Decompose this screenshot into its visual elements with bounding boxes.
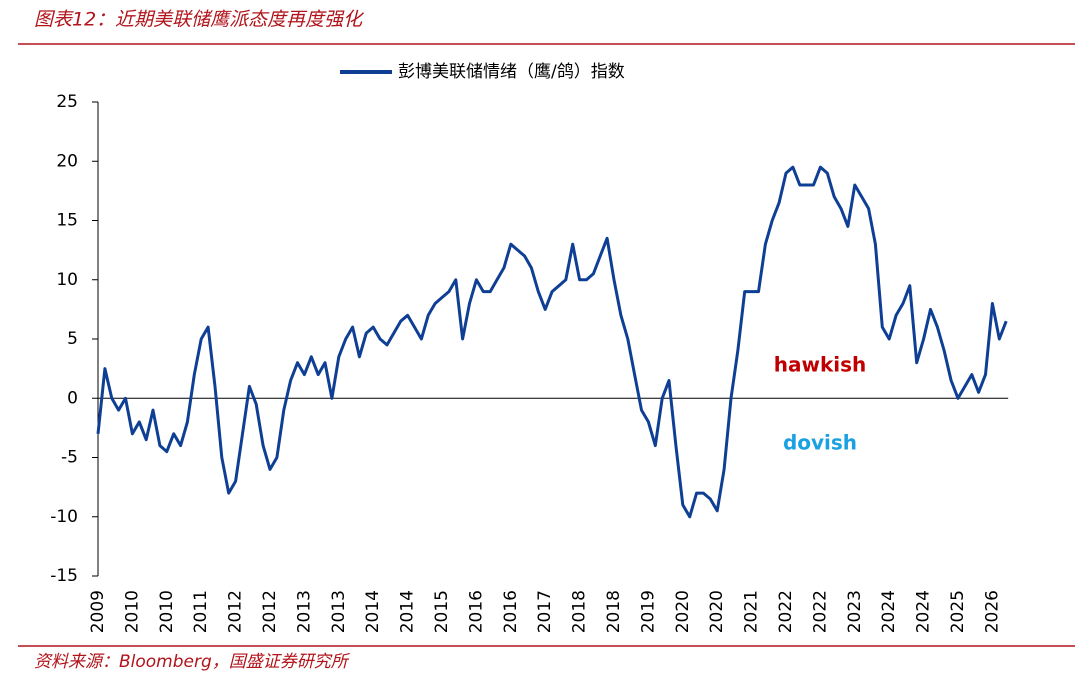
x-tick-label: 2023 — [845, 590, 865, 633]
x-tick-label: 2024 — [879, 590, 899, 633]
annotation: hawkish — [774, 353, 867, 377]
x-tick-label: 2014 — [398, 590, 418, 633]
x-tick-label: 2020 — [707, 590, 727, 633]
source: 资料来源：Bloomberg，国盛证券研究所 — [34, 652, 351, 672]
x-tick-label: 2010 — [122, 590, 142, 633]
x-tick-label: 2024 — [914, 590, 934, 633]
y-tick-label: -15 — [50, 566, 78, 586]
x-tick-label: 2025 — [948, 590, 968, 633]
y-tick-label: 5 — [67, 329, 78, 349]
x-tick-label: 2011 — [191, 590, 211, 633]
x-tick-label: 2018 — [604, 590, 624, 633]
y-tick-label: 20 — [56, 151, 78, 171]
x-tick-label: 2022 — [776, 590, 796, 633]
x-tick-label: 2022 — [810, 590, 830, 633]
x-tick-label: 2010 — [157, 590, 177, 633]
y-tick-label: 15 — [56, 211, 78, 231]
y-tick-label: 10 — [56, 270, 78, 290]
x-tick-label: 2021 — [742, 590, 762, 633]
x-tick-label: 2018 — [570, 590, 590, 633]
x-tick-label: 2015 — [432, 590, 452, 633]
x-tick-label: 2017 — [535, 590, 555, 633]
y-tick-label: -10 — [50, 507, 78, 527]
x-tick-label: 2019 — [638, 590, 658, 633]
x-tick-label: 2016 — [501, 590, 521, 633]
x-tick-label: 2026 — [982, 590, 1002, 633]
x-tick-label: 2013 — [329, 590, 349, 633]
y-tick-label: 25 — [56, 92, 78, 112]
legend-label: 彭博美联储情绪（鹰/鸽）指数 — [398, 62, 625, 82]
x-tick-label: 2016 — [466, 590, 486, 633]
series-line — [96, 165, 1008, 519]
x-tick-label: 2020 — [673, 590, 693, 633]
chart-title: 图表12：近期美联储鹰派态度再度强化 — [34, 9, 364, 31]
x-tick-label: 2013 — [294, 590, 314, 633]
x-tick-label: 2014 — [363, 590, 383, 633]
y-tick-label: -5 — [61, 448, 78, 468]
x-tick-label: 2009 — [88, 590, 108, 633]
annotation: dovish — [783, 431, 857, 455]
x-tick-label: 2012 — [260, 590, 280, 633]
y-tick-label: 0 — [67, 388, 78, 408]
x-tick-label: 2012 — [226, 590, 246, 633]
